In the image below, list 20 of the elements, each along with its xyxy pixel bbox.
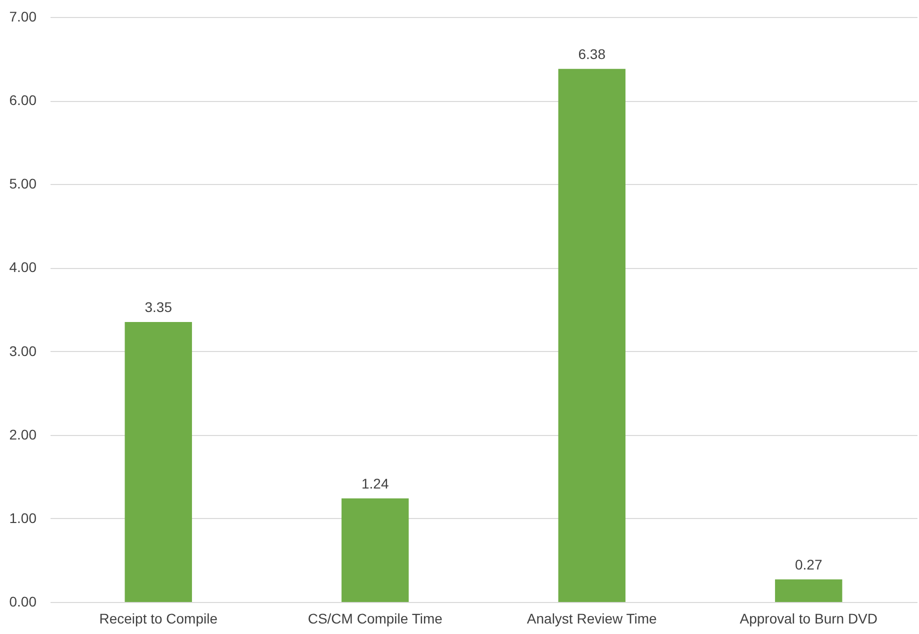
bar [775,579,842,602]
y-tick-label: 3.00 [9,342,37,359]
y-tick-label: 6.00 [9,92,37,108]
x-tick-label: Receipt to Compile [99,610,218,626]
y-tick-label: 1.00 [9,510,37,526]
data-label: 0.27 [795,556,822,572]
y-tick-label: 4.00 [9,259,37,276]
bar [342,498,409,602]
data-label: 1.24 [362,475,389,492]
y-tick-label: 0.00 [9,594,37,610]
data-label: 6.38 [578,46,606,62]
y-tick-label: 5.00 [9,176,37,192]
data-label: 3.35 [144,299,172,316]
x-tick-label: Analyst Review Time [526,610,658,626]
bar [124,322,192,602]
y-tick-label: 7.00 [9,8,37,24]
x-tick-label: CS/CM Compile Time [308,610,443,626]
bar [558,68,626,602]
y-tick-label: 2.00 [9,426,37,442]
x-tick-label: Approval to Burn DVD [740,610,878,626]
